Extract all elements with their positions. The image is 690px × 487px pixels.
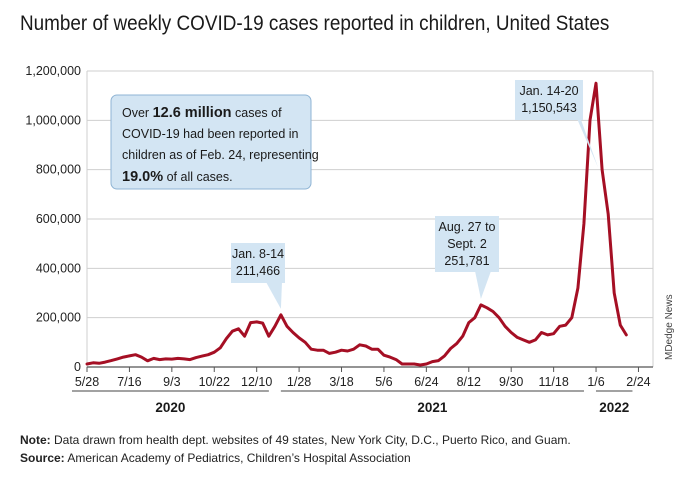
x-axis: 5/28 7/16 9/3 10/22 12/10 1/28 3/18 5/6 6/24 8/12… bbox=[72, 366, 653, 415]
y-axis: 0 200,000 400,000 600,000 800,000 1,000,000 1,… bbox=[25, 64, 81, 374]
note-line: Note: Data drawn from health dept. websi… bbox=[20, 431, 571, 449]
series-line bbox=[85, 81, 628, 367]
x-tick-label: 7/16 bbox=[117, 375, 141, 389]
callout-box: Over 12.6 million cases of COVID-19 had … bbox=[110, 94, 319, 190]
note-text: Data drawn from health dept. websites of… bbox=[50, 433, 571, 447]
year-label: 2020 bbox=[155, 400, 185, 415]
y-tick-label: 600,000 bbox=[36, 212, 81, 226]
x-tick-label: 6/24 bbox=[414, 375, 438, 389]
year-label: 2021 bbox=[417, 400, 448, 415]
callout-background bbox=[110, 94, 312, 190]
x-tick-label: 1/6 bbox=[587, 375, 604, 389]
y-tick-label: 1,000,000 bbox=[25, 113, 81, 127]
y-tick-label: 0 bbox=[74, 360, 81, 374]
annotation-text: Jan. 14-20 bbox=[519, 84, 578, 98]
y-tick-label: 1,200,000 bbox=[25, 64, 81, 78]
x-tick-label: 8/12 bbox=[457, 375, 481, 389]
y-tick-label: 800,000 bbox=[36, 163, 81, 177]
x-tick-label: 12/10 bbox=[241, 375, 272, 389]
chart-title: Number of weekly COVID-19 cases reported… bbox=[20, 12, 610, 35]
x-tick-label: 11/18 bbox=[538, 375, 568, 389]
x-tick-label: 2/24 bbox=[626, 375, 650, 389]
annotation-pointer bbox=[475, 271, 491, 299]
annotation-pointer bbox=[569, 86, 599, 168]
year-label: 2022 bbox=[599, 400, 629, 415]
x-tick-label: 9/3 bbox=[163, 375, 180, 389]
callout-line-4: 19.0% of all cases. bbox=[122, 169, 233, 185]
x-tick-label: 9/30 bbox=[499, 375, 523, 389]
footnotes: Note: Data drawn from health dept. websi… bbox=[20, 431, 571, 467]
annotation-box bbox=[231, 243, 285, 283]
x-tick-label: 10/22 bbox=[199, 375, 230, 389]
series-layer bbox=[85, 81, 628, 367]
note-label: Note: bbox=[20, 433, 51, 447]
credit-label: MDedge News bbox=[664, 294, 675, 360]
annotation-box bbox=[515, 80, 583, 120]
y-tick-label: 400,000 bbox=[36, 261, 81, 275]
callout-line-1: Over 12.6 million cases of bbox=[122, 105, 282, 121]
source-line: Source: American Academy of Pediatrics, … bbox=[20, 449, 571, 467]
chart-svg: 0 200,000 400,000 600,000 800,000 1,000,000 1,… bbox=[25, 64, 654, 415]
x-tick-label: 3/18 bbox=[329, 375, 353, 389]
source-text: American Academy of Pediatrics, Children… bbox=[64, 451, 411, 465]
annotations-layer: Jan. 8-14 211,466 Aug. 27 to Sept. 2 251,781… bbox=[231, 80, 599, 309]
callout-line-2: COVID-19 had been reported in bbox=[122, 127, 299, 141]
y-tick-label: 200,000 bbox=[36, 311, 81, 325]
x-tick-label: 5/28 bbox=[75, 375, 99, 389]
annotation-text: 251,781 bbox=[444, 254, 489, 268]
annotation-text: Jan. 8-14 bbox=[232, 247, 284, 261]
annotation-pointer bbox=[266, 282, 282, 309]
gridlines bbox=[86, 70, 654, 367]
source-label: Source: bbox=[20, 451, 65, 465]
annotation-text: 211,466 bbox=[236, 264, 280, 278]
x-tick-label: 5/6 bbox=[375, 375, 392, 389]
x-tick-label: 1/28 bbox=[287, 375, 311, 389]
annotation-box bbox=[435, 216, 499, 272]
annotation-text: Aug. 27 to bbox=[439, 220, 496, 234]
annotation-text: Sept. 2 bbox=[447, 237, 487, 251]
callout-line-3: children as of Feb. 24, representing bbox=[122, 148, 319, 162]
annotation-text: 1,150,543 bbox=[521, 101, 577, 115]
